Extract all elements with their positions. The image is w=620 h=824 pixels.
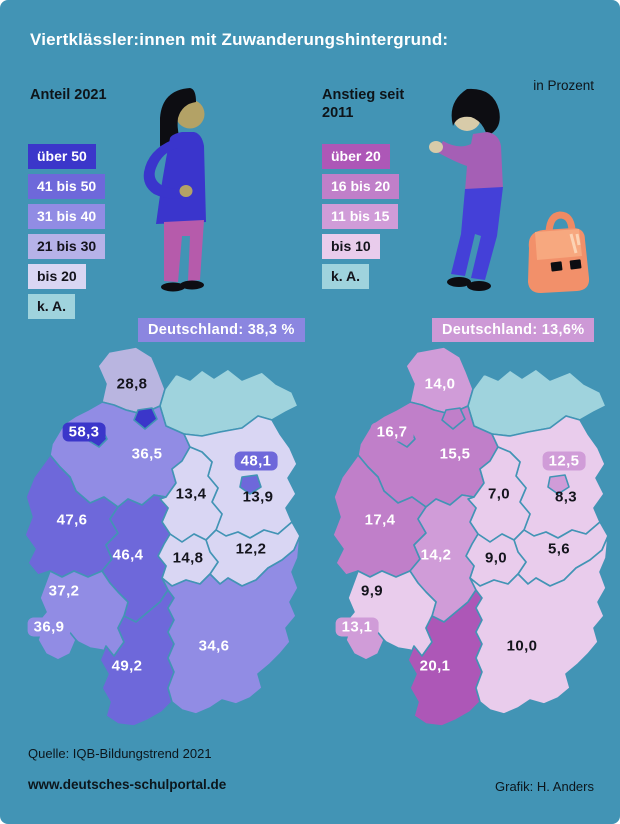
- legend-anstieg: über 20 16 bis 20 11 bis 15 bis 10 k. A.: [322, 144, 400, 294]
- girl-shoe: [180, 280, 204, 290]
- website-url: www.deutsches-schulportal.de: [28, 777, 227, 792]
- legend-item-0: über 20: [322, 144, 390, 169]
- state-value-hessen: 14,2: [420, 546, 452, 564]
- boy-shoe: [467, 281, 491, 291]
- legend-item-5: k. A.: [28, 294, 76, 319]
- legend-item-1: 16 bis 20: [322, 174, 400, 199]
- boy-shirt: [437, 132, 503, 191]
- unit-note: in Prozent: [533, 78, 594, 93]
- state-value-sachsen-anhalt: 13,4: [175, 485, 207, 503]
- state-hamburg: [133, 407, 158, 430]
- subtitle-anteil-2021: Anteil 2021: [30, 87, 107, 103]
- state-value-rheinland-pfalz: 37,2: [48, 582, 80, 600]
- state-mecklenburg-vorpommern: [467, 368, 607, 437]
- state-value-berlin: 48,1: [234, 451, 278, 471]
- girl-hair: [160, 88, 196, 153]
- bag-buckle: [569, 259, 582, 270]
- map-anteil-2021: 28,8 36,5 13,9 13,4 12,2 14,8 47,6 46,4 37,2 36,9…: [14, 344, 306, 734]
- state-value-sachsen: 5,6: [547, 540, 571, 558]
- legend-item-4: bis 20: [28, 264, 86, 289]
- state-value-niedersachsen: 15,5: [439, 445, 471, 463]
- subtitle-anstieg-seit-2011: Anstieg seit 2011: [322, 87, 405, 122]
- legend-item-4: k. A.: [322, 264, 370, 289]
- page-title: Viertklässler:innen mit Zuwanderungshint…: [30, 30, 449, 49]
- legend-item-2: 31 bis 40: [28, 204, 106, 229]
- state-berlin: [239, 474, 262, 495]
- graphic-credit: Grafik: H. Anders: [495, 779, 594, 794]
- boy-hand: [429, 141, 443, 153]
- girl-shoe: [161, 282, 185, 292]
- bag-shine: [569, 233, 578, 254]
- boy-student-illustration: [429, 88, 590, 293]
- girl-arm: [143, 140, 182, 199]
- state-value-nordrhein-westfalen: 17,4: [364, 511, 396, 529]
- girl-student-illustration: [143, 88, 206, 292]
- legend-item-3: 21 bis 30: [28, 234, 106, 259]
- state-value-rheinland-pfalz: 9,9: [360, 582, 384, 600]
- state-value-berlin: 12,5: [542, 451, 586, 471]
- state-value-sachsen: 12,2: [235, 540, 267, 558]
- state-hamburg: [441, 407, 466, 430]
- state-value-hessen: 46,4: [112, 546, 144, 564]
- legend-item-2: 11 bis 15: [322, 204, 399, 229]
- state-value-baden-württemberg: 49,2: [111, 657, 143, 675]
- state-value-bremen: 58,3: [62, 422, 106, 442]
- state-value-nordrhein-westfalen: 47,6: [56, 511, 88, 529]
- state-value-thüringen: 14,8: [172, 549, 204, 567]
- legend-anteil-2021: über 50 41 bis 50 31 bis 40 21 bis 30 bis 20…: [28, 144, 106, 324]
- legend-item-1: 41 bis 50: [28, 174, 106, 199]
- bag-shine: [575, 233, 581, 246]
- legend-item-0: über 50: [28, 144, 96, 169]
- state-value-brandenburg: 8,3: [554, 488, 578, 506]
- state-bayern: [469, 535, 609, 715]
- germany-total-badge-anteil: Deutschland: 38,3 %: [138, 318, 305, 342]
- girl-dress: [156, 132, 206, 224]
- state-value-thüringen: 9,0: [484, 549, 508, 567]
- state-value-bayern: 34,6: [198, 637, 230, 655]
- state-bayern: [161, 535, 301, 715]
- state-value-baden-württemberg: 20,1: [419, 657, 451, 675]
- map-anstieg-seit-2011: 14,0 15,5 8,3 7,0 5,6 9,0 17,4 14,2 9,9 13,1 20,1 1…: [322, 344, 614, 734]
- germany-map-shape: [332, 346, 609, 727]
- boy-pants: [451, 187, 503, 280]
- state-mecklenburg-vorpommern: [159, 368, 299, 437]
- state-value-schleswig-holstein: 28,8: [116, 375, 148, 393]
- state-value-brandenburg: 13,9: [242, 488, 274, 506]
- state-value-niedersachsen: 36,5: [131, 445, 163, 463]
- germany-total-badge-anstieg: Deutschland: 13,6%: [432, 318, 595, 342]
- boy-hair: [451, 88, 500, 136]
- bag-buckle: [550, 261, 563, 272]
- state-value-sachsen-anhalt: 7,0: [487, 485, 511, 503]
- state-value-bremen: 16,7: [370, 422, 414, 442]
- source-note: Quelle: IQB-Bildungstrend 2021: [28, 746, 212, 761]
- state-berlin: [547, 474, 570, 495]
- boy-shoe: [447, 277, 471, 287]
- legend-item-3: bis 10: [322, 234, 380, 259]
- school-bag-illustration: [528, 211, 590, 293]
- girl-pants: [164, 220, 204, 282]
- bag-handle: [545, 211, 576, 233]
- state-value-bayern: 10,0: [506, 637, 538, 655]
- girl-hand: [179, 185, 193, 197]
- germany-map-shape: [24, 346, 301, 727]
- state-value-saarland: 36,9: [27, 617, 71, 637]
- state-value-saarland: 13,1: [335, 617, 379, 637]
- state-value-schleswig-holstein: 14,0: [424, 375, 456, 393]
